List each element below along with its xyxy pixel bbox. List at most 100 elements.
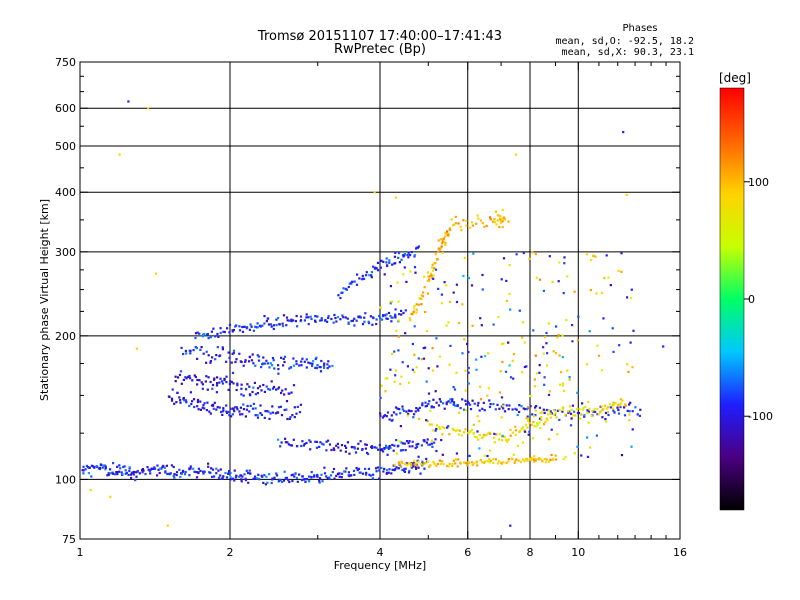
scatter-point [461, 303, 464, 306]
trace-point [263, 416, 266, 419]
scatter-point [438, 355, 442, 358]
trace-point [308, 439, 311, 442]
trace-point [406, 464, 409, 467]
trace-point [456, 429, 459, 432]
trace-point [252, 477, 255, 480]
scatter-point [411, 342, 414, 346]
trace-point [233, 410, 236, 413]
trace-point [532, 421, 535, 424]
trace-point [298, 411, 302, 414]
trace-point [215, 467, 218, 470]
scatter-point [501, 434, 504, 437]
trace-point [179, 370, 183, 373]
trace-point [334, 317, 337, 320]
trace-point [267, 317, 270, 320]
trace-point [278, 323, 281, 326]
trace-point [200, 346, 203, 349]
trace-point [202, 352, 205, 355]
trace-point [470, 221, 473, 224]
trace-point [318, 481, 321, 484]
trace-point [211, 468, 215, 471]
trace-point [545, 417, 548, 420]
trace-point [326, 320, 329, 323]
outlier-point [127, 100, 130, 103]
scatter-point [561, 334, 564, 337]
trace-point [230, 478, 233, 481]
scatter-point [440, 439, 443, 442]
trace-point [232, 477, 235, 480]
trace-point [475, 460, 479, 463]
trace-point [447, 465, 450, 468]
trace-point [483, 409, 486, 412]
scatter-point [430, 439, 433, 442]
trace-point [326, 363, 329, 366]
trace-point [227, 351, 230, 354]
trace-point [428, 279, 431, 282]
trace-point [482, 435, 485, 438]
trace-point [279, 445, 282, 448]
scatter-point [538, 371, 541, 374]
trace-point [141, 471, 144, 474]
trace-point [179, 475, 182, 478]
trace-point [144, 473, 147, 476]
trace-point [617, 412, 621, 415]
scatter-point [467, 277, 470, 280]
trace-point [234, 476, 238, 479]
trace-point [180, 472, 183, 475]
trace-point [249, 472, 252, 475]
scatter-point [512, 453, 515, 456]
trace-point [494, 458, 498, 461]
trace-point [189, 465, 192, 468]
trace-point [378, 477, 381, 480]
trace-point [209, 360, 212, 363]
trace-point [123, 465, 126, 468]
trace-point [215, 354, 218, 357]
trace-point [180, 346, 183, 349]
trace-point [179, 399, 182, 402]
trace-point [257, 359, 261, 362]
trace-point [106, 474, 109, 477]
scatter-point [518, 404, 521, 407]
trace-point [270, 380, 273, 383]
trace-point [266, 481, 269, 484]
trace-point [216, 406, 219, 409]
trace-point [239, 413, 242, 416]
scatter-point [569, 424, 573, 427]
trace-point [600, 405, 603, 408]
y-tick-label: 400 [55, 186, 76, 199]
trace-point [465, 224, 468, 227]
trace-point [578, 407, 581, 410]
trace-point [431, 429, 434, 432]
trace-point [328, 477, 331, 481]
scatter-point [389, 301, 392, 304]
trace-point [335, 474, 338, 477]
trace-point [337, 446, 340, 449]
scatter-point [422, 347, 425, 350]
scatter-point [425, 419, 428, 422]
trace-point [289, 366, 292, 369]
trace-point [495, 223, 498, 226]
scatter-point [455, 452, 458, 455]
trace-point [260, 366, 263, 369]
trace-point [323, 362, 326, 365]
scatter-point [568, 378, 571, 381]
outlier-point [394, 196, 397, 199]
scatter-point [586, 436, 589, 439]
trace-point [332, 321, 335, 324]
trace-point [439, 427, 442, 431]
trace-point [419, 472, 422, 475]
scatter-point [533, 455, 536, 458]
trace-point [467, 461, 471, 464]
trace-point [575, 407, 579, 411]
trace-point [376, 261, 380, 264]
scatter-point [620, 270, 623, 273]
trace-point [107, 473, 110, 476]
trace-point [184, 399, 188, 402]
trace-point [390, 414, 393, 417]
scatter-point [559, 383, 562, 386]
trace-point [546, 418, 549, 422]
x-axis-label: Frequency [MHz] [334, 559, 426, 572]
trace-point [102, 464, 105, 467]
trace-point [293, 406, 296, 409]
trace-point [196, 383, 199, 386]
